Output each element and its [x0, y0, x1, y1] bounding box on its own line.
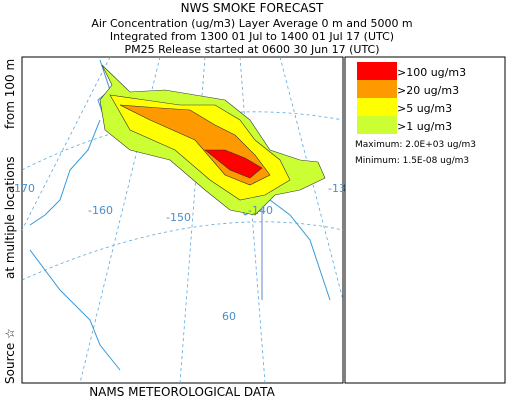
coast — [269, 199, 331, 301]
legend-label: >20 ug/m3 — [397, 84, 459, 97]
subtitle: Air Concentration (ug/m3) Layer Average … — [91, 17, 412, 30]
legend-label: >100 ug/m3 — [397, 66, 466, 79]
side-label-part: at multiple locations — [3, 156, 17, 279]
side-label: Source ☆ at multiple locations from 100 … — [3, 59, 17, 384]
coast — [29, 119, 101, 226]
footer: NAMS METEOROLOGICAL DATA — [89, 385, 275, 399]
legend-label: >1 ug/m3 — [397, 120, 452, 133]
side-label-part: Source ☆ — [3, 328, 17, 384]
lat-label: 60 — [222, 310, 236, 323]
legend-label: >5 ug/m3 — [397, 102, 452, 115]
lon-label: -150 — [166, 211, 191, 224]
lon-label: -140 — [248, 204, 273, 217]
legend-swatch — [357, 80, 397, 98]
map: -170 -160 -150 -140 -130 60 — [10, 56, 353, 384]
lon-label: -160 — [88, 204, 113, 217]
graticule-line — [239, 56, 266, 384]
side-label-part: from 100 m — [3, 59, 17, 129]
graticule-line — [21, 56, 111, 231]
coast — [29, 249, 121, 371]
legend-swatch — [357, 98, 397, 116]
subtitle: PM25 Release started at 0600 30 Jun 17 (… — [124, 43, 379, 56]
subtitle: Integrated from 1300 01 Jul to 1400 01 J… — [110, 30, 394, 43]
lon-label: -170 — [10, 182, 35, 195]
title: NWS SMOKE FORECAST — [181, 1, 324, 15]
legend-swatch — [357, 116, 397, 134]
smoke-100 — [204, 149, 263, 179]
legend-swatch — [357, 62, 397, 80]
legend-stat: Minimum: 1.5E-08 ug/m3 — [355, 156, 469, 166]
graticule-line — [21, 221, 344, 281]
legend: >100 ug/m3 >20 ug/m3 >5 ug/m3 >1 ug/m3 Maxim… — [344, 56, 506, 384]
smoke — [99, 64, 326, 216]
legend-stat: Maximum: 2.0E+03 ug/m3 — [355, 140, 476, 150]
